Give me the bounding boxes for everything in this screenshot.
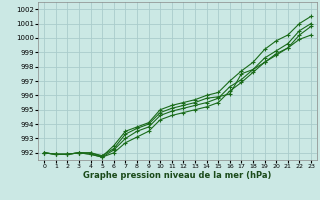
X-axis label: Graphe pression niveau de la mer (hPa): Graphe pression niveau de la mer (hPa) (84, 171, 272, 180)
